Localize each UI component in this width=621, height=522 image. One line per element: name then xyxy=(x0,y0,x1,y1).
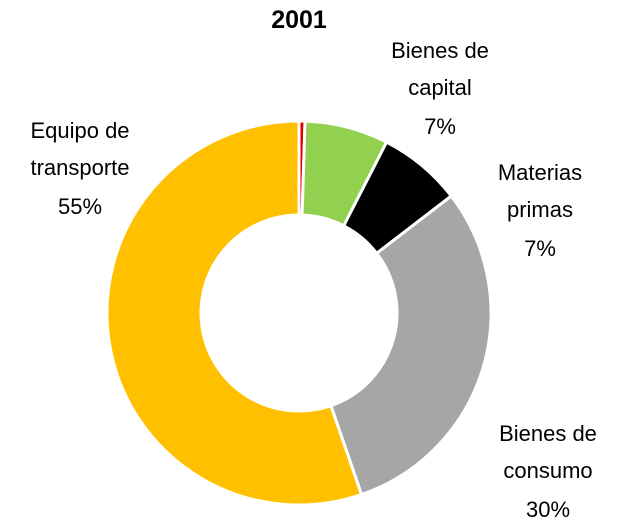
chart-title: 2001 xyxy=(271,6,327,34)
donut-segment xyxy=(328,193,493,497)
category-label: Materias primas xyxy=(497,160,583,222)
category-label: Equipo de transporte xyxy=(30,118,130,180)
category-label: Bienes de capital xyxy=(391,38,489,100)
category-label: Bienes de consumo xyxy=(499,421,597,483)
value-label: 7% xyxy=(424,114,456,139)
value-label: 7% xyxy=(524,236,556,261)
donut-segment xyxy=(105,119,364,507)
value-label: 30% xyxy=(525,497,571,522)
value-label: 55% xyxy=(57,194,103,219)
